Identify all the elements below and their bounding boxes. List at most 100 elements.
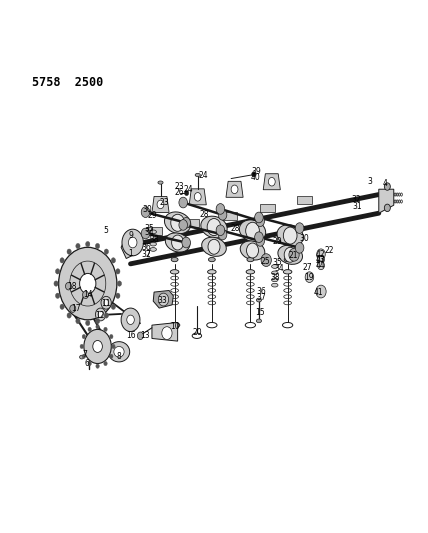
Text: 10: 10 xyxy=(170,322,179,330)
Circle shape xyxy=(158,293,169,306)
Ellipse shape xyxy=(80,355,84,359)
Text: 18: 18 xyxy=(67,282,77,290)
Text: 30: 30 xyxy=(143,205,152,214)
Text: 30: 30 xyxy=(299,234,309,243)
Circle shape xyxy=(116,269,120,274)
Text: 17: 17 xyxy=(71,304,81,312)
Text: 14: 14 xyxy=(83,290,92,298)
Circle shape xyxy=(95,244,100,249)
Text: 27: 27 xyxy=(303,263,312,272)
Text: 15: 15 xyxy=(256,309,265,317)
Ellipse shape xyxy=(164,212,191,233)
Text: 2: 2 xyxy=(145,251,150,259)
Circle shape xyxy=(88,361,92,366)
Text: 29: 29 xyxy=(147,212,157,220)
Circle shape xyxy=(86,241,90,247)
Ellipse shape xyxy=(278,245,303,264)
Ellipse shape xyxy=(150,230,157,233)
Circle shape xyxy=(261,254,271,266)
Circle shape xyxy=(295,223,304,233)
Circle shape xyxy=(316,285,326,298)
Ellipse shape xyxy=(114,346,124,357)
Ellipse shape xyxy=(239,220,266,241)
Ellipse shape xyxy=(165,233,190,252)
Circle shape xyxy=(60,304,64,309)
Circle shape xyxy=(256,216,265,227)
Text: 36: 36 xyxy=(256,287,266,296)
Circle shape xyxy=(179,220,187,230)
Circle shape xyxy=(76,244,80,249)
Text: 1: 1 xyxy=(128,249,133,257)
Text: 41: 41 xyxy=(314,288,324,296)
Circle shape xyxy=(95,308,106,321)
Circle shape xyxy=(104,249,108,254)
Ellipse shape xyxy=(171,257,178,262)
Ellipse shape xyxy=(272,278,278,281)
Circle shape xyxy=(157,200,164,209)
Circle shape xyxy=(104,300,109,306)
Ellipse shape xyxy=(282,322,293,328)
Polygon shape xyxy=(297,196,312,204)
Circle shape xyxy=(231,185,238,193)
Ellipse shape xyxy=(201,216,227,238)
Ellipse shape xyxy=(85,349,92,354)
Circle shape xyxy=(110,335,113,339)
Polygon shape xyxy=(184,220,199,228)
Text: 34: 34 xyxy=(274,264,284,272)
Ellipse shape xyxy=(170,270,179,274)
Text: 36: 36 xyxy=(142,244,151,252)
Circle shape xyxy=(172,235,184,250)
Circle shape xyxy=(218,229,227,240)
Text: 7: 7 xyxy=(82,350,87,359)
Circle shape xyxy=(194,192,201,201)
Ellipse shape xyxy=(150,242,157,246)
Circle shape xyxy=(283,227,297,244)
Circle shape xyxy=(127,243,134,252)
Circle shape xyxy=(96,364,99,368)
Circle shape xyxy=(80,344,83,349)
Text: 37: 37 xyxy=(256,293,266,302)
Circle shape xyxy=(101,296,111,309)
Circle shape xyxy=(255,232,263,243)
Text: 3: 3 xyxy=(368,177,373,185)
Circle shape xyxy=(128,237,137,248)
Text: 39: 39 xyxy=(251,167,261,176)
Circle shape xyxy=(111,304,116,309)
Polygon shape xyxy=(260,204,275,212)
Circle shape xyxy=(54,281,58,286)
Ellipse shape xyxy=(150,247,157,251)
Circle shape xyxy=(104,361,107,366)
Text: 16: 16 xyxy=(126,332,135,340)
Circle shape xyxy=(80,273,96,294)
Polygon shape xyxy=(221,212,237,220)
Text: 6: 6 xyxy=(84,359,89,368)
Circle shape xyxy=(67,249,71,254)
Text: 8: 8 xyxy=(116,352,122,360)
Text: 32: 32 xyxy=(351,196,361,204)
Circle shape xyxy=(318,255,324,264)
Text: 5758  2500: 5758 2500 xyxy=(32,76,103,89)
Circle shape xyxy=(93,341,102,352)
Text: 38: 38 xyxy=(270,273,279,281)
Circle shape xyxy=(82,354,86,358)
Circle shape xyxy=(179,197,187,208)
Polygon shape xyxy=(152,322,178,341)
Circle shape xyxy=(86,320,90,326)
Ellipse shape xyxy=(150,236,157,239)
Circle shape xyxy=(65,282,71,290)
Circle shape xyxy=(137,332,143,340)
Ellipse shape xyxy=(272,271,278,275)
Text: 29: 29 xyxy=(273,237,282,246)
Circle shape xyxy=(98,311,103,318)
Circle shape xyxy=(384,204,390,212)
Text: 43: 43 xyxy=(315,255,325,264)
Circle shape xyxy=(59,247,117,320)
Text: 40: 40 xyxy=(251,173,261,182)
Circle shape xyxy=(207,219,221,236)
Text: 13: 13 xyxy=(140,332,149,340)
Ellipse shape xyxy=(247,257,254,262)
Circle shape xyxy=(305,272,314,282)
Circle shape xyxy=(121,308,140,332)
Ellipse shape xyxy=(240,241,265,260)
Text: 35: 35 xyxy=(144,224,154,232)
